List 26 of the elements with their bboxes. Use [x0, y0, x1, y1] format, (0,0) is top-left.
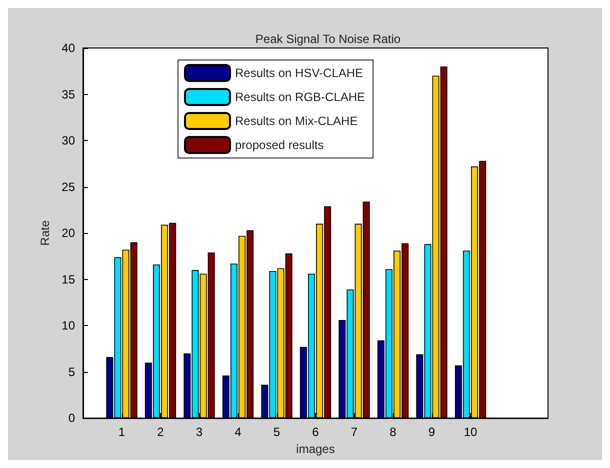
x-tick-label: 2 [157, 425, 164, 440]
y-tick-label: 5 [68, 364, 76, 379]
x-tick-label: 6 [312, 425, 320, 440]
x-tick-label: 4 [234, 425, 242, 440]
legend-label: Results on RGB-CLAHE [235, 90, 366, 104]
x-tick-label: 3 [196, 425, 203, 440]
x-tick-label: 7 [350, 425, 358, 440]
x-tick-label: 5 [273, 425, 280, 440]
y-tick-label: 25 [62, 180, 76, 194]
y-axis-title: Rate [38, 220, 52, 246]
legend-label: Results on HSV-CLAHE [235, 66, 364, 80]
chart-title: Peak Signal To Noise Ratio [255, 32, 401, 46]
y-tick-label: 15 [62, 272, 76, 286]
legend-label: Results on Mix-CLAHE [235, 114, 358, 128]
y-tick-label: 30 [62, 134, 76, 148]
y-tick-label: 40 [62, 41, 76, 55]
y-tick-label: 0 [68, 411, 76, 426]
x-tick-label: 9 [428, 425, 436, 440]
legend-label: proposed results [235, 138, 324, 152]
x-tick-label: 1 [118, 425, 126, 440]
y-tick-label: 35 [62, 87, 76, 102]
y-tick-label: 10 [62, 318, 76, 333]
x-tick-label: 10 [464, 425, 478, 440]
y-tick-label: 20 [62, 226, 76, 240]
x-tick-label: 8 [390, 425, 397, 440]
x-axis-title: images [296, 442, 335, 456]
